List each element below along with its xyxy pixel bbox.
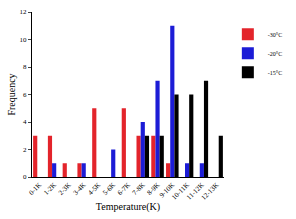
svg-text:12-13K: 12-13K [200, 181, 221, 202]
svg-text:12: 12 [20, 8, 28, 16]
svg-text:4: 4 [23, 118, 27, 126]
svg-text:4-5K: 4-5K [87, 181, 103, 197]
svg-text:-20°C: -20°C [268, 51, 282, 57]
svg-text:11-12K: 11-12K [185, 181, 206, 202]
svg-text:3-4K: 3-4K [72, 181, 88, 197]
svg-text:8-9K: 8-9K [146, 181, 162, 197]
svg-text:0: 0 [23, 173, 27, 181]
svg-text:7-8K: 7-8K [131, 181, 147, 197]
svg-text:-30°C: -30°C [268, 32, 282, 38]
svg-text:2-3K: 2-3K [57, 181, 73, 197]
svg-text:10-11K: 10-11K [170, 181, 191, 202]
svg-text:Temperature(K): Temperature(K) [96, 201, 160, 213]
svg-text:9-10K: 9-10K [158, 181, 176, 199]
svg-text:1-2K: 1-2K [42, 181, 58, 197]
svg-text:5-6K: 5-6K [101, 181, 117, 197]
svg-text:-15°C: -15°C [268, 70, 282, 76]
svg-text:6: 6 [23, 91, 27, 99]
svg-text:10: 10 [20, 36, 28, 44]
svg-text:Frequency: Frequency [6, 73, 17, 115]
svg-text:8: 8 [23, 63, 27, 71]
svg-text:0-1K: 0-1K [27, 181, 43, 197]
svg-text:2: 2 [23, 146, 27, 154]
svg-text:6-7K: 6-7K [116, 181, 132, 197]
